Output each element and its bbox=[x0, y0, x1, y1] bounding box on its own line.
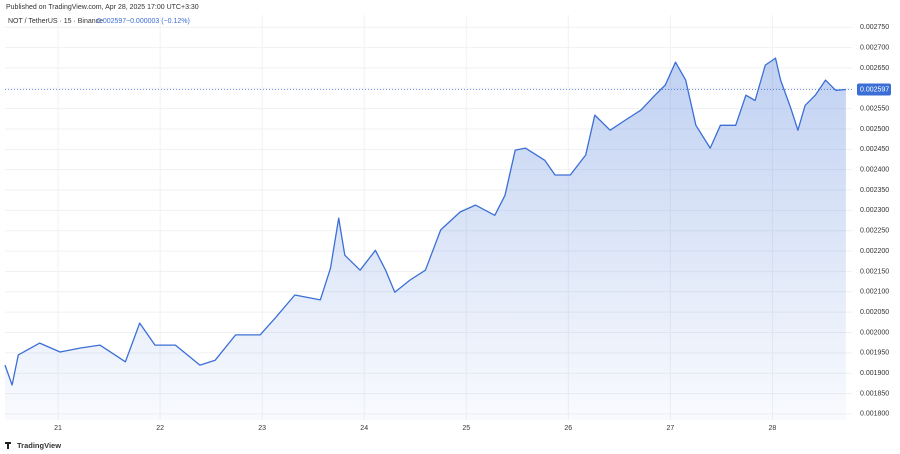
x-tick-label: 26 bbox=[564, 425, 572, 432]
y-tick-label: 0.002050 bbox=[860, 309, 889, 316]
symbol: NOT / TetherUS · 15 · Binance bbox=[8, 18, 103, 25]
y-tick-label: 0.001850 bbox=[860, 390, 889, 397]
x-tick-label: 25 bbox=[462, 425, 470, 432]
x-tick-label: 22 bbox=[156, 425, 164, 432]
logo bbox=[5, 442, 11, 449]
last-price-tag bbox=[857, 83, 891, 96]
header: Published on TradingView.com, Apr 28, 20… bbox=[6, 4, 199, 11]
y-tick-label: 0.002450 bbox=[860, 146, 889, 153]
y-tick-label: 0.002350 bbox=[860, 187, 889, 194]
y-tick-label: 0.002650 bbox=[860, 65, 889, 72]
y-tick-label: 0.002250 bbox=[860, 228, 889, 235]
y-tick-label: 0.002300 bbox=[860, 207, 889, 214]
x-tick-label: 24 bbox=[360, 425, 368, 432]
y-tick-label: 0.002750 bbox=[860, 24, 889, 31]
y-tick-label: 0.001900 bbox=[860, 370, 889, 377]
x-tick-label: 28 bbox=[769, 425, 777, 432]
y-tick-label: 0.002100 bbox=[860, 289, 889, 296]
area-fill bbox=[5, 58, 846, 420]
y-tick-label: 0.002200 bbox=[860, 248, 889, 255]
x-tick-label: 27 bbox=[666, 425, 674, 432]
y-tick-label: 0.001950 bbox=[860, 350, 889, 357]
y-tick-label: 0.002400 bbox=[860, 167, 889, 174]
price-line bbox=[4, 57, 846, 386]
change: −0.000003 (−0.12%) bbox=[126, 18, 190, 25]
y-tick-label: 0.002550 bbox=[860, 105, 889, 112]
last-price-label: 0.002597 bbox=[860, 86, 889, 93]
footer: TradingView bbox=[17, 441, 61, 450]
x-tick-label: 21 bbox=[54, 425, 62, 432]
y-tick-label: 0.002000 bbox=[860, 329, 889, 336]
y-tick-label: 0.002500 bbox=[860, 126, 889, 133]
y-tick-label: 0.001800 bbox=[860, 411, 889, 418]
last-price: 0.002597 bbox=[97, 18, 126, 25]
y-tick-label: 0.002150 bbox=[860, 268, 889, 275]
y-tick-label: 0.002700 bbox=[860, 44, 889, 51]
x-tick-label: 23 bbox=[258, 425, 266, 432]
